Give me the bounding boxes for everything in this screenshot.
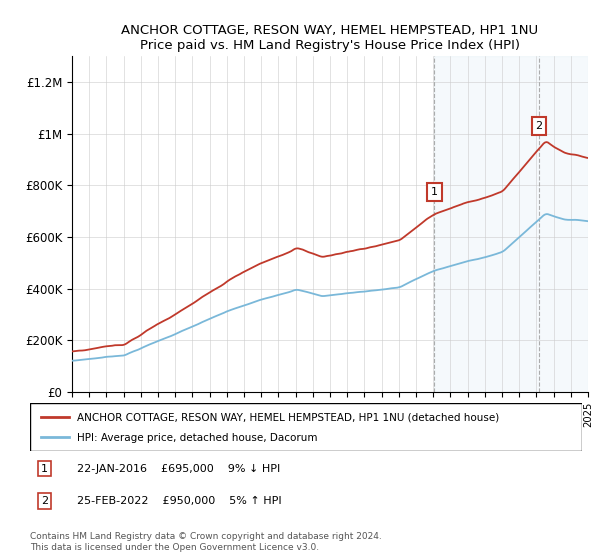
- Text: HPI: Average price, detached house, Dacorum: HPI: Average price, detached house, Daco…: [77, 433, 317, 444]
- Text: 25-FEB-2022    £950,000    5% ↑ HPI: 25-FEB-2022 £950,000 5% ↑ HPI: [77, 496, 281, 506]
- Text: ANCHOR COTTAGE, RESON WAY, HEMEL HEMPSTEAD, HP1 1NU (detached house): ANCHOR COTTAGE, RESON WAY, HEMEL HEMPSTE…: [77, 413, 499, 422]
- Text: This data is licensed under the Open Government Licence v3.0.: This data is licensed under the Open Gov…: [30, 543, 319, 552]
- Bar: [434, 56, 588, 392]
- FancyBboxPatch shape: [30, 403, 582, 451]
- Text: 1: 1: [431, 186, 438, 197]
- Title: ANCHOR COTTAGE, RESON WAY, HEMEL HEMPSTEAD, HP1 1NU
Price paid vs. HM Land Regis: ANCHOR COTTAGE, RESON WAY, HEMEL HEMPSTE…: [121, 24, 539, 52]
- Text: Contains HM Land Registry data © Crown copyright and database right 2024.: Contains HM Land Registry data © Crown c…: [30, 532, 382, 541]
- Text: 1: 1: [41, 464, 48, 474]
- Text: 2: 2: [41, 496, 48, 506]
- Text: 2: 2: [535, 121, 542, 131]
- Text: 22-JAN-2016    £695,000    9% ↓ HPI: 22-JAN-2016 £695,000 9% ↓ HPI: [77, 464, 280, 474]
